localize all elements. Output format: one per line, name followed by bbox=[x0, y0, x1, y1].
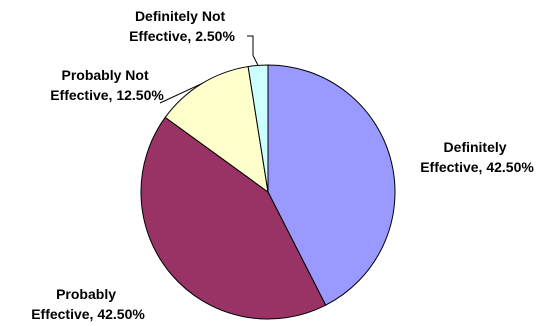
label-probably-effective: Probably Effective, 42.50% bbox=[31, 286, 145, 322]
label-probably-not-effective-line2: Effective, 12.50% bbox=[50, 87, 164, 103]
label-definitely-not-effective-line1: Definitely Not bbox=[135, 8, 226, 24]
data-labels: Definitely Effective, 42.50% Probably Ef… bbox=[31, 8, 534, 322]
leader-line-definitely-not-effective bbox=[247, 35, 259, 66]
label-definitely-not-effective: Definitely Not Effective, 2.50% bbox=[129, 8, 235, 44]
label-probably-not-effective: Probably Not Effective, 12.50% bbox=[50, 67, 164, 103]
slice-probably-effective bbox=[140, 116, 327, 320]
label-definitely-effective-line2: Effective, 42.50% bbox=[420, 159, 534, 175]
leader-line-probably-not-effective bbox=[159, 83, 202, 104]
label-definitely-not-effective-line2: Effective, 2.50% bbox=[129, 28, 235, 44]
slice-definitely-not-effective bbox=[247, 64, 269, 193]
label-definitely-effective-line1: Definitely bbox=[444, 139, 507, 155]
label-probably-effective-line2: Effective, 42.50% bbox=[31, 306, 145, 322]
label-probably-not-effective-line1: Probably Not bbox=[61, 67, 148, 83]
pie-slices bbox=[140, 64, 396, 320]
slice-definitely-effective bbox=[267, 64, 396, 306]
label-probably-effective-line1: Probably bbox=[56, 286, 116, 302]
slice-probably-not-effective bbox=[164, 65, 269, 194]
label-definitely-effective: Definitely Effective, 42.50% bbox=[420, 139, 534, 175]
leader-lines bbox=[159, 35, 259, 104]
